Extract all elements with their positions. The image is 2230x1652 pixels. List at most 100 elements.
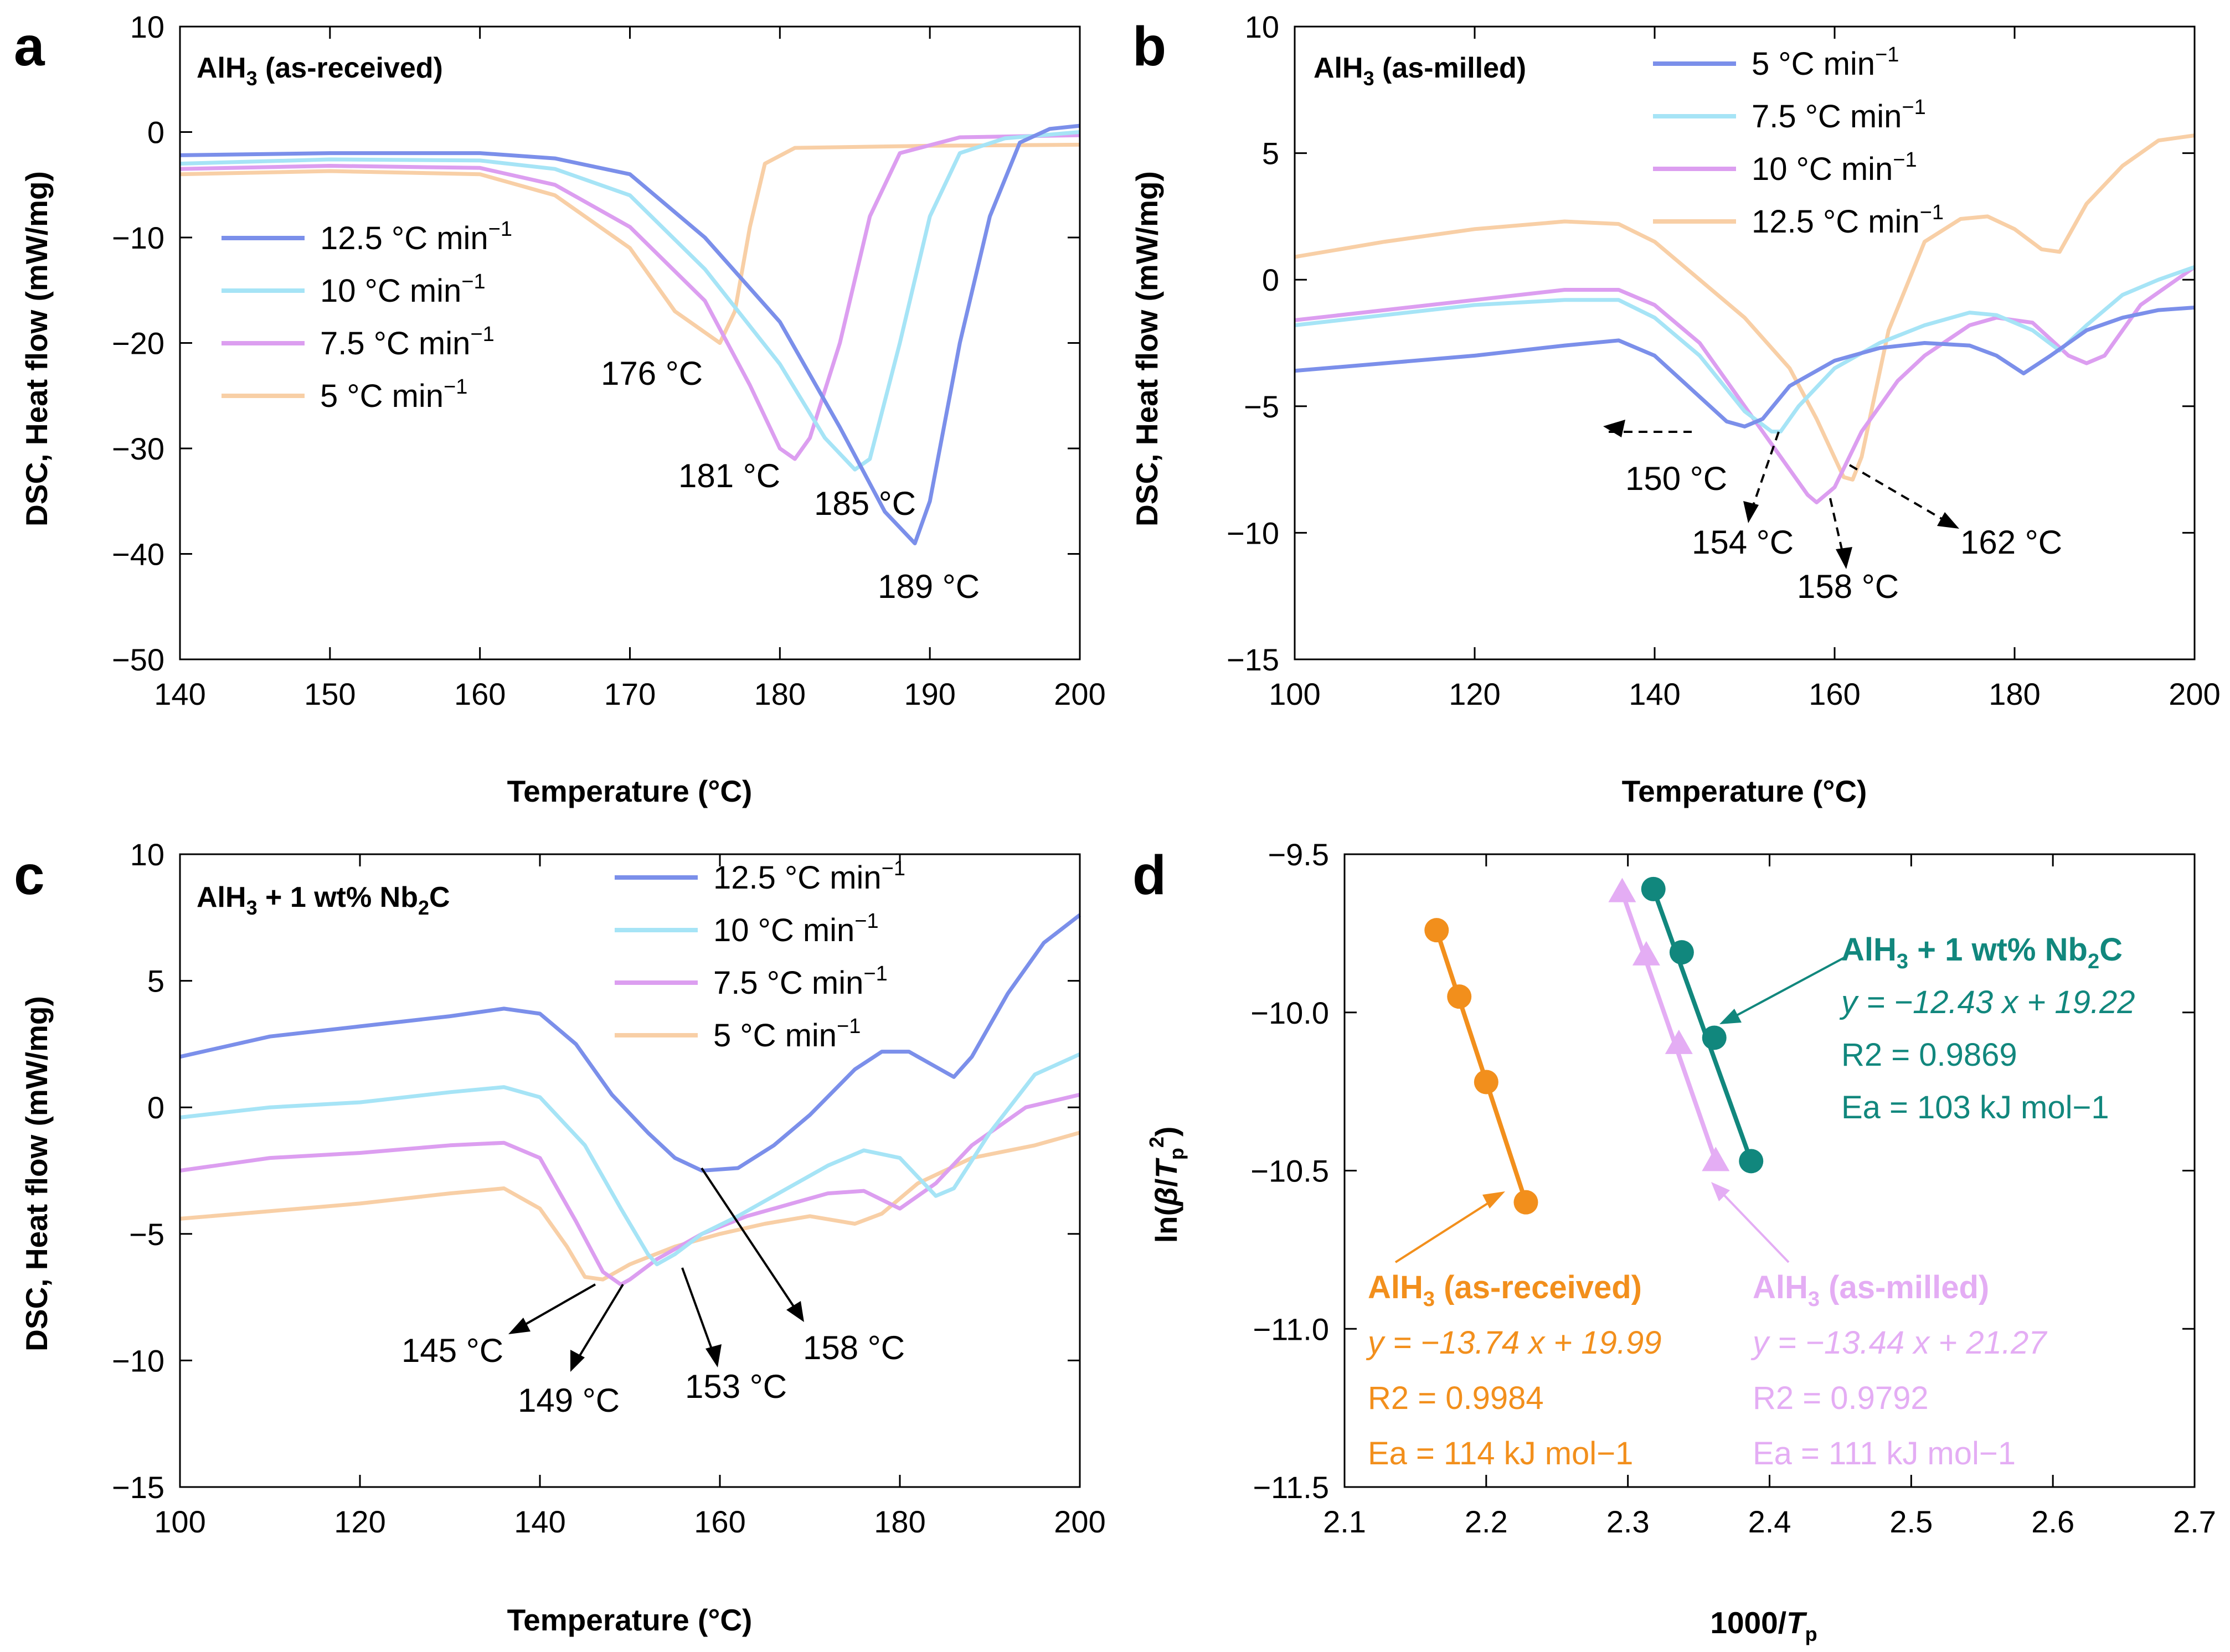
panel-c-frame xyxy=(179,853,1081,1488)
arrowhead-154 xyxy=(1743,501,1759,523)
y-tick-label: −5 xyxy=(129,1217,164,1252)
arrowhead-153 xyxy=(705,1344,722,1367)
legend-label: 12.5 °C min−1 xyxy=(1752,201,1944,240)
fit-line xyxy=(1651,888,1754,1162)
nb2c-r2: R2 = 0.9869 xyxy=(1841,1037,2017,1073)
x-tick-label: 2.1 xyxy=(1323,1504,1366,1539)
nb2c-equation: y = −12.43 x + 19.22 xyxy=(1839,984,2135,1020)
panel-b-title: AlH3 (as-milled) xyxy=(1314,52,1526,90)
panel-b-series xyxy=(1294,133,2196,504)
x-tick-label: 160 xyxy=(694,1504,745,1539)
x-tick-label: 2.7 xyxy=(2173,1504,2216,1539)
x-tick-label: 160 xyxy=(1809,677,1860,711)
x-tick-label: 2.2 xyxy=(1465,1504,1508,1539)
peak-label-176: 176 °C xyxy=(601,355,703,392)
y-tick-label: 0 xyxy=(147,115,164,150)
panel-letter-b: b xyxy=(1132,16,1166,78)
x-tick-label: 170 xyxy=(604,677,656,711)
panel-a-frame xyxy=(179,25,1081,660)
arrowhead-158 xyxy=(786,1301,804,1322)
panel-d-pointers xyxy=(1394,957,1845,1263)
y-tick-label: 10 xyxy=(130,9,164,44)
legend-label: 7.5 °C min−1 xyxy=(320,323,495,362)
y-tick-label: 10 xyxy=(130,837,164,872)
data-point-triangle xyxy=(1665,1029,1693,1054)
panel-a-title: AlH3 (as-received) xyxy=(197,52,443,90)
x-tick-label: 180 xyxy=(1989,677,2040,711)
series-line xyxy=(179,1052,1081,1267)
as-received-equation: y = −13.74 x + 19.99 xyxy=(1366,1325,1661,1361)
legend-label: 12.5 °C min−1 xyxy=(713,857,905,896)
panel-d-pointer-heads xyxy=(1482,1009,1742,1209)
y-tick-label: −10 xyxy=(112,1343,164,1378)
series-line xyxy=(179,1092,1080,1287)
panel-b-peak-arrowheads xyxy=(1603,420,1959,569)
fit-line xyxy=(1434,929,1528,1203)
as-milled-r2: R2 = 0.9792 xyxy=(1753,1380,1929,1416)
legend-label: 5 °C min−1 xyxy=(713,1015,861,1054)
panel-a-series xyxy=(179,123,1080,545)
as-milled-ea: Ea = 111 kJ mol−1 xyxy=(1753,1436,2016,1472)
as-received-ea: Ea = 114 kJ mol−1 xyxy=(1368,1436,1633,1472)
legend-label: 7.5 °C min−1 xyxy=(713,962,888,1001)
arrowhead-162 xyxy=(1937,512,1959,529)
x-tick-label: 200 xyxy=(1054,1504,1105,1539)
panel-b-y-axis-label: DSC, Heat flow (mW/mg) xyxy=(1130,171,1164,526)
series-line xyxy=(179,130,1080,472)
data-point-circle xyxy=(1702,1025,1727,1050)
as-received-r2: R2 = 0.9984 xyxy=(1368,1380,1544,1416)
panel-d-y-axis-label: ln(β/Tp2) xyxy=(1145,1127,1188,1243)
y-tick-label: −15 xyxy=(1227,642,1279,677)
peak-label-149: 149 °C xyxy=(518,1382,620,1419)
x-tick-label: 120 xyxy=(1449,677,1500,711)
data-point-circle xyxy=(1513,1190,1538,1215)
panel-a-y-axis-label: DSC, Heat flow (mW/mg) xyxy=(19,171,54,526)
legend-label: 12.5 °C min−1 xyxy=(320,218,512,256)
fit-line xyxy=(1620,891,1718,1162)
data-point-circle xyxy=(1447,984,1472,1009)
x-tick-label: 180 xyxy=(874,1504,925,1539)
arrowhead-158 xyxy=(1836,547,1852,569)
series-line xyxy=(1294,306,2195,429)
panel-b-x-axis-label: Temperature (°C) xyxy=(1622,774,1867,808)
series-line xyxy=(179,1130,1080,1282)
panel-c-peak-arrows xyxy=(517,1167,799,1363)
x-tick-label: 100 xyxy=(154,1504,205,1539)
arrowhead-149 xyxy=(570,1350,585,1372)
y-tick-label: −20 xyxy=(112,326,164,361)
panel-b: b DSC, Heat flow (mW/mg) Temperature (°C… xyxy=(1130,9,2221,808)
y-tick-label: −15 xyxy=(112,1470,164,1505)
peak-label-150: 150 °C xyxy=(1625,460,1727,497)
data-point-triangle xyxy=(1632,941,1660,966)
peak-arrow-162 xyxy=(1848,464,1950,524)
y-tick-label: −9.5 xyxy=(1268,837,1329,872)
y-tick-label: −11.0 xyxy=(1253,1312,1329,1346)
panel-b-frame xyxy=(1294,25,2196,660)
panel-letter-c: c xyxy=(14,844,45,906)
x-tick-label: 140 xyxy=(154,677,205,711)
x-tick-label: 100 xyxy=(1269,677,1320,711)
y-tick-label: 10 xyxy=(1245,9,1279,44)
data-point-triangle xyxy=(1702,1147,1730,1171)
panel-a-peak-labels: 176 °C 181 °C 185 °C 189 °C xyxy=(601,355,980,605)
pointer-head-as-received xyxy=(1482,1191,1505,1209)
panel-a: a DSC, Heat flow (mW/mg) Temperature (°C… xyxy=(14,9,1106,808)
x-tick-label: 2.4 xyxy=(1748,1504,1791,1539)
panel-c: c DSC, Heat flow (mW/mg) Temperature (°C… xyxy=(14,837,1106,1637)
x-tick-label: 2.6 xyxy=(2031,1504,2074,1539)
x-tick-label: 150 xyxy=(304,677,356,711)
peak-arrow-145 xyxy=(517,1283,596,1330)
nb2c-name: AlH3 + 1 wt% Nb2C xyxy=(1841,932,2123,973)
panel-letter-a: a xyxy=(14,16,45,78)
x-tick-label: 200 xyxy=(2169,677,2220,711)
y-tick-label: −40 xyxy=(112,537,164,572)
nb2c-ea: Ea = 103 kJ mol−1 xyxy=(1841,1090,2109,1126)
data-point-circle xyxy=(1739,1149,1764,1174)
peak-label-158: 158 °C xyxy=(1797,568,1899,605)
x-tick-label: 2.3 xyxy=(1606,1504,1650,1539)
data-point-triangle xyxy=(1608,877,1636,902)
y-tick-label: −10 xyxy=(112,220,164,255)
peak-label-181: 181 °C xyxy=(678,457,780,494)
peak-arrow-158 xyxy=(701,1167,799,1313)
as-milled-equation: y = −13.44 x + 21.27 xyxy=(1750,1325,2048,1361)
